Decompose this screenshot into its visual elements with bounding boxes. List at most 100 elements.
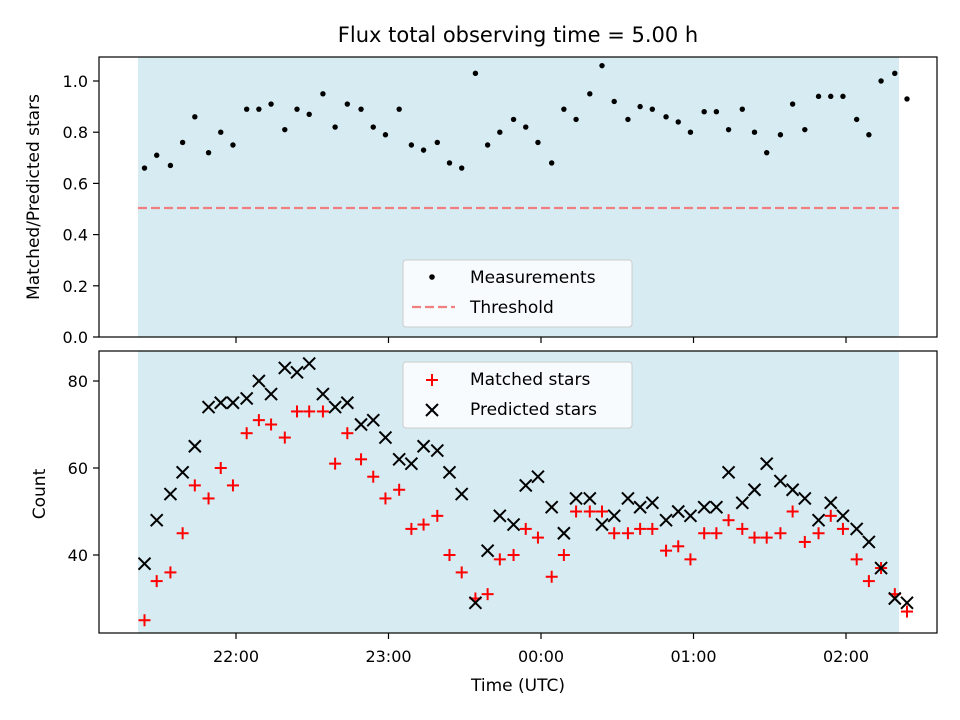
predicted-star-point [354, 417, 368, 432]
matched-star-point [176, 527, 189, 540]
matched-star-point [798, 535, 811, 548]
matched-star-point [596, 505, 608, 518]
measurement-point [611, 98, 617, 105]
matched-star-point [455, 566, 468, 579]
matched-star-point [417, 518, 430, 531]
predicted-star-point [583, 491, 597, 506]
predicted-star-point [404, 456, 419, 471]
matched-star-point [812, 527, 825, 540]
measurement-point [866, 132, 872, 138]
measurement-point [230, 142, 236, 148]
predicted-stars-points [137, 356, 914, 610]
matched-star-point [355, 453, 368, 466]
top-y-ticks: 0.0 0.2 0.4 0.6 0.8 1.0 [63, 72, 99, 347]
measurement-point [243, 106, 250, 112]
predicted-star-point [278, 361, 292, 375]
matched-star-point [736, 522, 749, 535]
predicted-star-point [798, 491, 812, 506]
predicted-star-point [824, 496, 838, 510]
matched-star-point [265, 418, 278, 431]
matched-star-point [621, 527, 634, 540]
measurement-point [320, 91, 326, 97]
predicted-star-point [645, 496, 660, 510]
predicted-star-point [569, 491, 583, 506]
measurement-point [408, 142, 415, 148]
predicted-star-point [759, 456, 774, 471]
top-y-tick-label: 1.0 [63, 72, 88, 91]
predicted-star-point [531, 469, 545, 484]
predicted-star-point [493, 509, 507, 523]
matched-star-point [646, 522, 659, 535]
matched-star-point [481, 588, 494, 601]
measurement-point [777, 132, 784, 138]
predicted-star-point [785, 483, 800, 497]
predicted-star-point [252, 374, 266, 388]
matched-star-point [545, 570, 558, 583]
predicted-star-point [849, 522, 864, 536]
bottom-y-axis-label: Count [30, 468, 50, 519]
predicted-star-point [862, 535, 876, 549]
predicted-star-point [900, 596, 914, 610]
predicted-star-point [163, 487, 178, 501]
matched-star-point [634, 522, 647, 535]
predicted-star-point [480, 543, 495, 558]
matched-star-point [150, 575, 163, 588]
top-legend: Measurements Threshold [402, 259, 633, 328]
bottom-y-tick-label: 80 [68, 372, 88, 391]
matched-star-point [722, 514, 735, 527]
measurement-point [625, 116, 631, 123]
bottom-legend: Matched stars Predicted stars [402, 361, 633, 429]
bottom-x-tick-label: 02:00 [823, 647, 869, 666]
matched-star-point [660, 544, 673, 557]
measurement-point [154, 152, 160, 158]
measurement-point [472, 70, 479, 77]
measurement-point [205, 149, 212, 156]
predicted-star-point [836, 509, 850, 523]
matched-star-point [507, 549, 520, 561]
predicted-star-point [188, 439, 202, 453]
matched-star-point [164, 566, 177, 579]
matched-star-point [850, 553, 863, 566]
matched-star-point [684, 553, 697, 566]
legend-label-measurements: Measurements [470, 268, 596, 288]
matched-star-point [367, 470, 380, 483]
matched-star-point [214, 462, 227, 474]
measurement-point [256, 106, 262, 112]
predicted-star-point [201, 400, 216, 414]
chart-title: Flux total observing time = 5.00 h [338, 23, 698, 47]
matched-star-point [824, 509, 837, 522]
measurement-point [649, 106, 656, 112]
matched-star-point [329, 457, 342, 470]
measurement-point [892, 70, 898, 77]
predicted-star-point [264, 387, 278, 401]
measurement-point [294, 106, 300, 112]
measurement-point [599, 62, 605, 69]
predicted-star-point [302, 356, 316, 371]
legend-marker-matched [426, 374, 438, 386]
predicted-star-point [149, 513, 164, 527]
measurement-point [370, 124, 376, 130]
matched-star-point [493, 553, 506, 566]
bottom-x-tick-label: 22:00 [213, 647, 259, 666]
predicted-star-point [506, 517, 521, 532]
measurement-point [306, 111, 312, 117]
legend-marker-measurements [429, 274, 435, 280]
predicted-star-point [137, 556, 152, 571]
measurement-point [282, 126, 288, 133]
matched-star-point [698, 527, 711, 540]
predicted-star-point [454, 487, 469, 501]
predicted-star-point [328, 400, 342, 414]
measurement-point [434, 139, 440, 146]
measurement-point [167, 162, 174, 169]
legend-label-matched: Matched stars [470, 370, 590, 390]
matched-star-point [531, 531, 544, 544]
measurement-point [420, 147, 427, 153]
predicted-star-point [888, 591, 902, 606]
measurement-point [484, 142, 491, 148]
measurement-point [382, 132, 389, 138]
top-y-tick-label: 0.6 [63, 174, 88, 193]
measurement-point [523, 124, 529, 130]
measurement-point [179, 139, 186, 146]
top-y-tick-label: 0.8 [63, 123, 88, 142]
matched-star-point [710, 527, 723, 540]
